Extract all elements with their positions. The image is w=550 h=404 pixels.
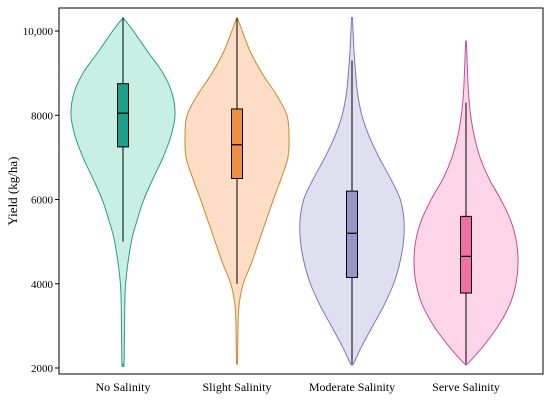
plot-area [70, 16, 519, 368]
violin-serve-salinity [413, 40, 519, 366]
x-tick-label: Slight Salinity [202, 380, 271, 394]
x-tick-label: Serve Salinity [432, 380, 500, 394]
violin-slight-salinity [184, 16, 290, 365]
y-tick-label: 4000 [31, 279, 54, 291]
axes: No Salinity Slight Salinity Moderate Salin… [23, 26, 500, 394]
iqr-box [231, 108, 243, 179]
iqr-box [346, 190, 358, 278]
plot-frame [58, 7, 544, 375]
iqr-box [117, 83, 129, 148]
iqr-box [460, 215, 472, 294]
x-tick-label: No Salinity [95, 380, 150, 394]
violin-no-salinity [70, 16, 176, 368]
y-tick-label: 6000 [31, 195, 54, 207]
y-tick-label: 2000 [31, 363, 54, 375]
y-tick-label: 10,000 [23, 26, 54, 38]
violin-moderate-salinity [299, 16, 405, 366]
y-axis-title: Yield (kg/ha) [5, 157, 20, 226]
y-tick-label: 8000 [31, 110, 54, 122]
x-tick-label: Moderate Salinity [309, 380, 395, 394]
